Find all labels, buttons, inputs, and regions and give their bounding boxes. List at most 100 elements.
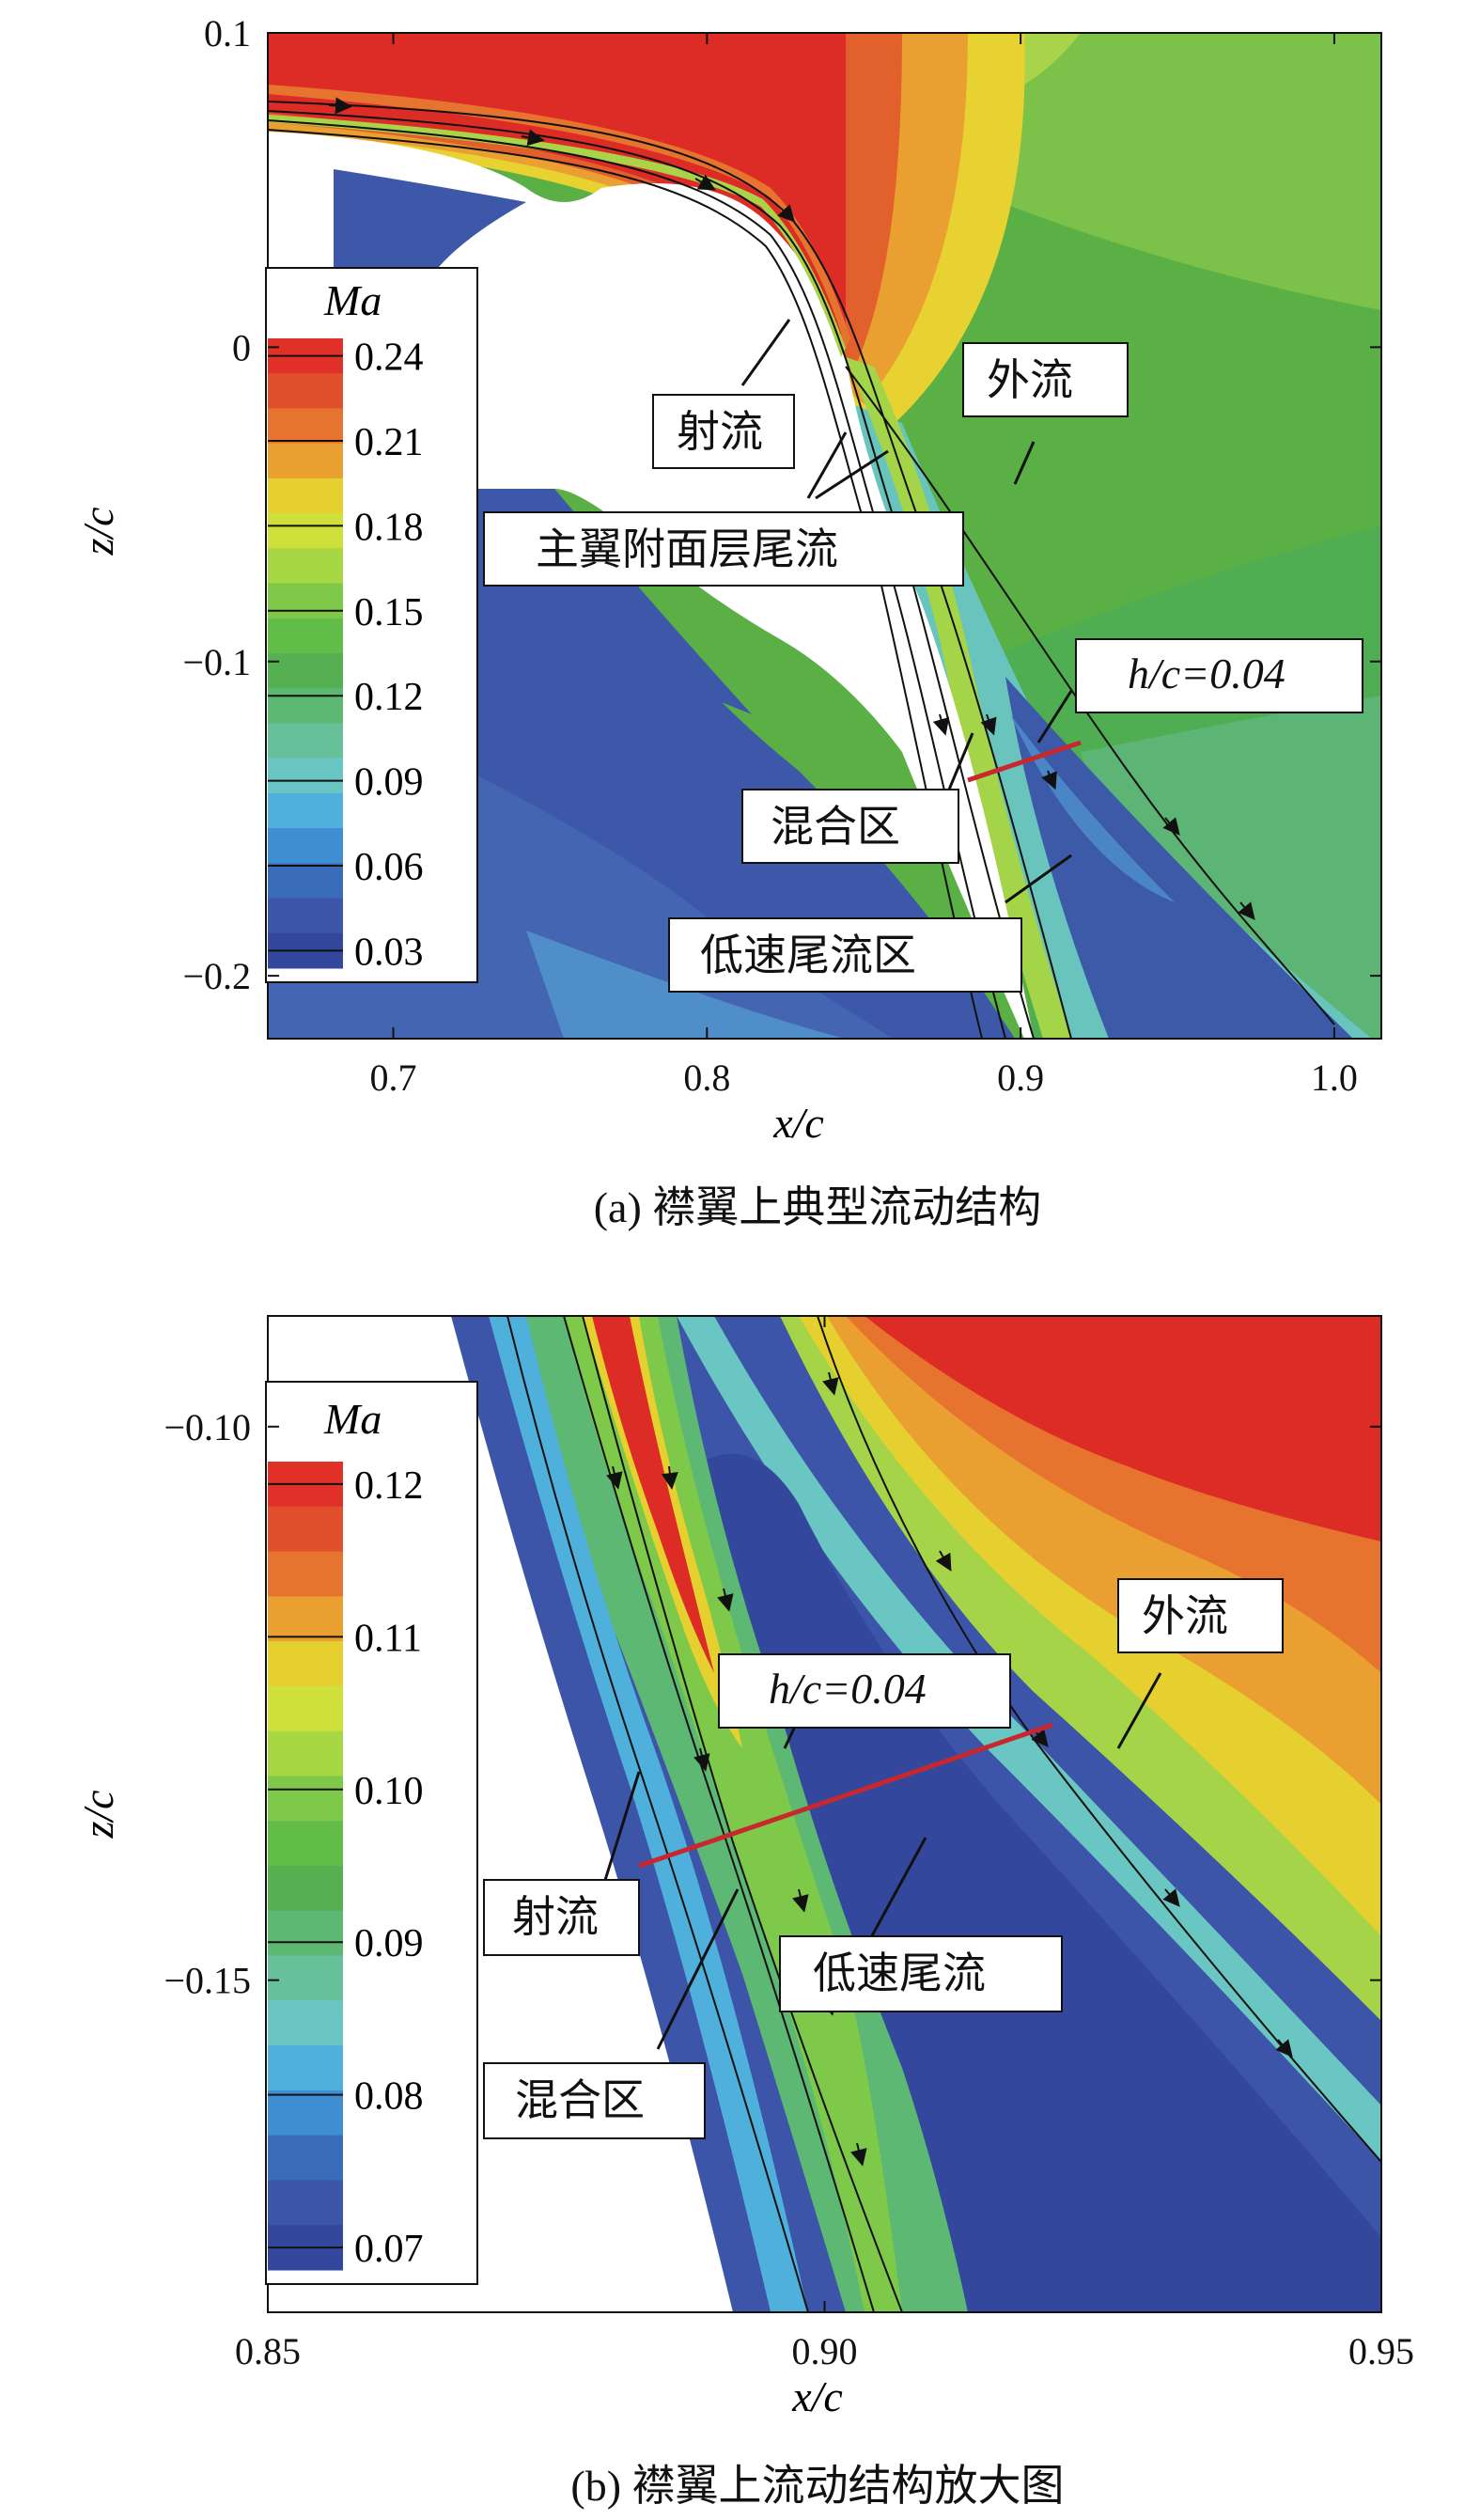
panel-a-legend-band: [268, 408, 343, 445]
panel-b: Ma 0.120.110.100.090.080.07 外流 h/c=0.04 …: [74, 1315, 1414, 2510]
panel-b-ytick-label: −0.10: [164, 1406, 251, 1448]
panel-a-xtick-label: 0.7: [370, 1057, 417, 1099]
svg-text:h/c=0.04: h/c=0.04: [1128, 650, 1285, 697]
panel-b-legend-label: 0.09: [354, 1922, 424, 1965]
panel-a-caption: (a) 襟翼上典型流动结构: [594, 1183, 1042, 1231]
panel-a-legend-label: 0.15: [354, 591, 424, 634]
panel-b-axes: 0.85 0.90 0.95 −0.10 −0.15: [164, 1316, 1414, 2372]
panel-b-legend-band: [268, 2000, 343, 2046]
svg-text:射流: 射流: [677, 408, 763, 456]
panel-a-ylabel: z/c: [74, 507, 122, 556]
panel-a-legend-band: [268, 477, 343, 514]
panel-b-legend-band: [268, 2045, 343, 2091]
svg-text:混合区: 混合区: [771, 803, 900, 851]
panel-a-ytick-label: 0.1: [204, 12, 251, 55]
panel-b-legend-band: [268, 1506, 343, 1553]
panel-b-legend-band: [268, 2135, 343, 2181]
panel-a-axes: 0.7 0.8 0.9 1.0 0.1 0 −0.1 −0.2: [182, 12, 1381, 1099]
panel-a-leaders: [740, 319, 1073, 904]
panel-a-legend-band: [268, 513, 343, 549]
panel-a-legend-label: 0.21: [354, 421, 424, 464]
callout-a-jet: 射流: [652, 394, 795, 469]
panel-b-ytick-label: −0.15: [164, 1960, 251, 2002]
panel-a-xlabel: x/c: [772, 1099, 824, 1147]
svg-text:射流: 射流: [512, 1893, 599, 1941]
panel-b-legend-band: [268, 1776, 343, 1822]
panel-b-caption: (b) 襟翼上流动结构放大图: [570, 2462, 1064, 2510]
panel-b-legend: Ma 0.12 0.11 0.10 0.09 0.08 0.07: [265, 1381, 478, 2285]
panel-a-legend-band: [268, 723, 343, 759]
svg-text:外流: 外流: [1142, 1592, 1228, 1640]
panel-a-ytick-label: −0.1: [182, 641, 251, 683]
panel-a-xtick-label: 0.8: [683, 1057, 730, 1099]
panel-b-legend-label: 0.07: [354, 2228, 424, 2271]
panel-b-xtick-label: 0.95: [1348, 2330, 1414, 2372]
panel-a-legend-label: 0.12: [354, 676, 424, 719]
panel-a-legend-labels: 0.24 0.21 0.18 0.15 0.12 0.09 0.06 0.03: [354, 337, 424, 975]
panel-a-legend-band: [268, 828, 343, 864]
panel-b-legend-band: [268, 1551, 343, 1597]
panel-a-legend-title: Ma: [323, 276, 382, 324]
panel-b-legend-label: 0.12: [354, 1464, 424, 1508]
callout-b-low-speed-wake: 低速尾流: [779, 1935, 1063, 2012]
panel-b-legend-title: Ma: [323, 1395, 382, 1443]
panel-a-legend: Ma 0.24 0.21 0.18 0.15 0.12 0.09 0.06 0.03: [265, 267, 478, 983]
panel-a-hc-line: [967, 740, 1082, 783]
panel-a-ytick-label: 0: [232, 326, 251, 368]
panel-a-legend-label: 0.03: [354, 931, 424, 974]
panel-b-legend-label: 0.10: [354, 1770, 424, 1813]
svg-text:混合区: 混合区: [515, 2076, 645, 2124]
panel-a-legend-band: [268, 618, 343, 654]
panel-a-legend-band: [268, 792, 343, 829]
panel-a-legend-band: [268, 758, 343, 794]
panel-b-ylabel: z/c: [74, 1790, 122, 1839]
panel-b-legend-band: [268, 1641, 343, 1687]
panel-a-xtick-label: 0.9: [997, 1057, 1044, 1099]
panel-b-legend-labels: 0.12 0.11 0.10 0.09 0.08 0.07: [354, 1464, 424, 2271]
callout-b-mixing-zone: 混合区: [483, 2062, 706, 2139]
panel-a-contour-field: [268, 33, 1381, 1039]
panel-b-legend-bands: [268, 1462, 343, 2271]
panel-a-legend-band: [268, 583, 343, 619]
panel-b-xlabel: x/c: [791, 2372, 843, 2420]
panel-b-legend-label: 0.11: [354, 1617, 422, 1660]
panel-a-legend-band: [268, 548, 343, 585]
panel-b-legend-band: [268, 2180, 343, 2226]
panel-b-legend-band: [268, 2090, 343, 2137]
panel-a-legend-band: [268, 863, 343, 900]
panel-b-legend-band: [268, 1821, 343, 1867]
callout-b-jet: 射流: [483, 1879, 640, 1956]
panel-b-legend-band: [268, 1910, 343, 1957]
svg-text:低速尾流区: 低速尾流区: [700, 931, 916, 979]
panel-a-legend-label: 0.06: [354, 846, 424, 889]
callout-a-hc: h/c=0.04: [1075, 638, 1363, 713]
panel-a-legend-band: [268, 898, 343, 934]
callout-a-mixing-zone: 混合区: [741, 789, 959, 864]
panel-b-legend-band: [268, 1596, 343, 1642]
callout-b-hc: h/c=0.04: [718, 1653, 1011, 1729]
callout-a-low-speed-wake: 低速尾流区: [668, 917, 1022, 993]
panel-a-legend-label: 0.24: [354, 337, 424, 380]
panel-a-ytick-label: −0.2: [182, 955, 251, 997]
panel-a-xtick-label: 1.0: [1311, 1057, 1358, 1099]
panel-a-legend-label: 0.09: [354, 761, 424, 805]
panel-b-streamlines: [506, 1316, 1381, 2312]
panel-a-legend-band: [268, 443, 343, 479]
panel-b-legend-label: 0.08: [354, 2075, 424, 2119]
panel-a-legend-band: [268, 373, 343, 409]
panel-b-xtick-label: 0.85: [235, 2330, 301, 2372]
panel-a-legend-label: 0.18: [354, 506, 424, 549]
panel-b-legend-band: [268, 1685, 343, 1732]
panel-b-legend-band: [268, 1955, 343, 2001]
panel-b-legend-band: [268, 1730, 343, 1777]
panel-a-legend-bands: [268, 338, 343, 969]
panel-b-xtick-label: 0.90: [792, 2330, 858, 2372]
svg-text:外流: 外流: [987, 356, 1073, 404]
callout-b-outer-flow: 外流: [1117, 1578, 1284, 1653]
panel-a: Ma 0.24 0.21 0.18 0.15 0.12 0.09 0.06 0.03 射流 主…: [74, 12, 1382, 1231]
callout-a-main-wing-wake: 主翼附面层尾流: [483, 511, 964, 587]
callout-a-outer-flow: 外流: [962, 342, 1129, 417]
svg-text:h/c=0.04: h/c=0.04: [769, 1665, 927, 1713]
panel-b-legend-band: [268, 1866, 343, 1912]
